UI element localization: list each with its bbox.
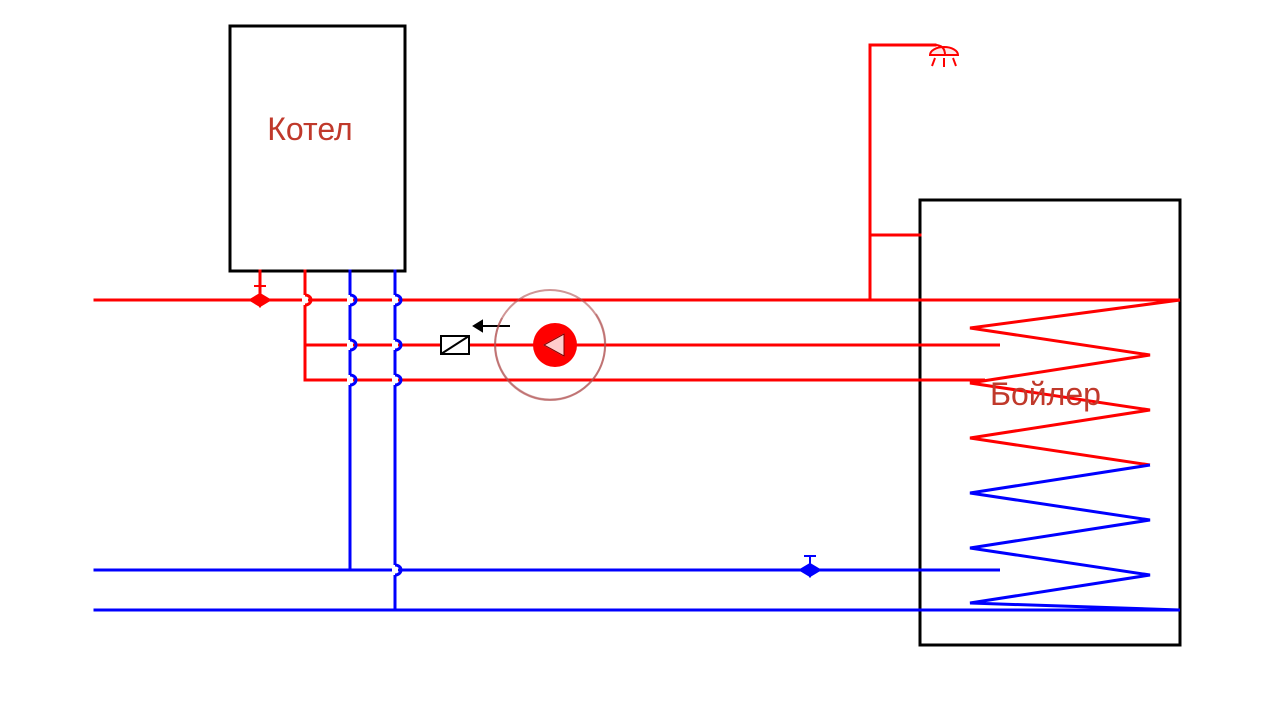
- flow-arrow-icon: [474, 321, 510, 331]
- hot-pipes: [95, 45, 935, 380]
- tank-coil: [920, 300, 1180, 610]
- heating-schematic: Котел Бойлер: [0, 0, 1280, 720]
- shower-head-icon: [930, 45, 958, 67]
- cold-pipes: [95, 271, 920, 610]
- valve-icon: [800, 556, 820, 576]
- tank-box: [920, 200, 1180, 645]
- boiler-label: Котел: [267, 111, 352, 147]
- boiler-box: [230, 26, 405, 271]
- valve-icon: [250, 286, 270, 306]
- tank-label: Бойлер: [990, 376, 1101, 412]
- check-valve-icon: [441, 336, 469, 354]
